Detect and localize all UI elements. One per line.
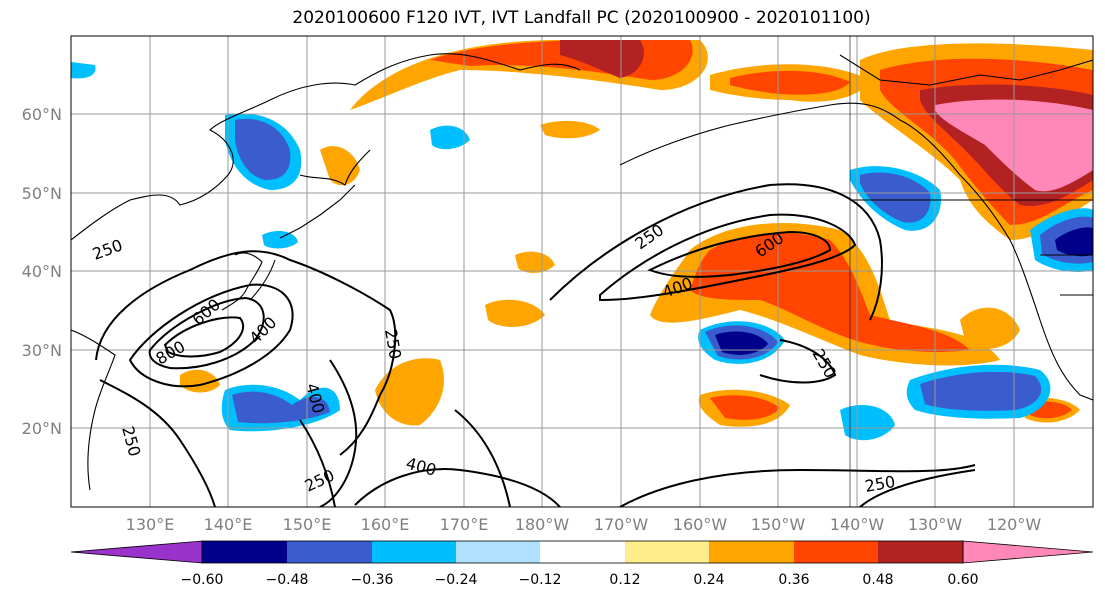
lon-label: 140°E xyxy=(204,515,253,534)
lat-label: 40°N xyxy=(22,262,62,281)
colorbar-segment xyxy=(372,541,456,563)
colorbar-tick-label: −0.24 xyxy=(434,572,478,588)
pc-negative-region xyxy=(860,172,931,223)
colorbar-tick-label: −0.48 xyxy=(265,572,309,588)
lon-label: 140°W xyxy=(830,515,885,534)
pc-negative-region xyxy=(1055,227,1093,257)
pc-positive-region xyxy=(320,146,360,186)
lon-label: 150°E xyxy=(283,515,332,534)
ivt-contour-250 xyxy=(95,250,397,456)
ivt-contours xyxy=(95,183,976,507)
colorbar-segment xyxy=(456,541,540,563)
map-title: 2020100600 F120 IVT, IVT Landfall PC (20… xyxy=(292,8,871,28)
pc-negative-region xyxy=(232,391,330,424)
ivt-contour-250 xyxy=(619,464,976,507)
lon-label: 160°E xyxy=(361,515,410,534)
ivt-contour-250 xyxy=(99,379,216,507)
colorbar-segment xyxy=(794,541,878,563)
colorbar-tick-label: 0.60 xyxy=(947,572,979,588)
ivt-contour-400 xyxy=(299,419,336,507)
pc-negative-region xyxy=(71,62,96,79)
ivt-contour-250 xyxy=(454,409,511,507)
lat-label: 60°N xyxy=(22,105,62,124)
ivt-contour-250 xyxy=(759,339,837,384)
colorbar-segment xyxy=(625,541,709,563)
colorbar-segment xyxy=(878,541,963,563)
colorbar-segment xyxy=(540,541,625,563)
pc-positive-region xyxy=(515,251,555,273)
ivt-contour-600 xyxy=(647,230,832,278)
lon-label: 150°W xyxy=(751,515,806,534)
pc-positive-region xyxy=(730,70,850,95)
plot-frame xyxy=(70,35,1094,508)
pc-positive-region xyxy=(710,395,780,420)
colorbar-tick-label: 0.36 xyxy=(778,572,810,588)
pc-positive-region xyxy=(485,299,545,327)
pc-negative-region xyxy=(840,405,895,441)
ivt-contour-400 xyxy=(599,213,857,302)
colorbar-extend-high xyxy=(962,540,1094,564)
pc-positive-region xyxy=(540,120,600,139)
ivt-contour-250 xyxy=(549,183,883,321)
coastlines xyxy=(71,36,1093,507)
lon-labels: 130°E 140°E 150°E 160°E 170°E 180°W 170°… xyxy=(126,515,1042,534)
pc-negative-region xyxy=(715,331,768,355)
pc-positive-region xyxy=(560,40,644,78)
pc-negative-region xyxy=(235,118,291,180)
pc-negative-region xyxy=(262,230,298,249)
colorbar-tick-label: −0.36 xyxy=(350,572,394,588)
colorbar-tick-label: 0.12 xyxy=(609,572,641,588)
ivt-contour-250 xyxy=(859,469,976,507)
lon-label: 160°W xyxy=(673,515,728,534)
lat-labels: 60°N 50°N 40°N 30°N 20°N xyxy=(22,105,62,438)
colorbar-tick-label: 0.48 xyxy=(862,572,894,588)
colorbar-tick-label: −0.12 xyxy=(518,572,562,588)
colorbar-segment xyxy=(202,541,287,563)
lat-label: 30°N xyxy=(22,341,62,360)
shading-layer xyxy=(71,40,1093,441)
lat-label: 20°N xyxy=(22,419,62,438)
colorbar-tick-label: −0.60 xyxy=(180,572,224,588)
ivt-contour-400 xyxy=(354,468,561,507)
ivt-contour-600 xyxy=(148,296,265,370)
colorbar-extend-low xyxy=(70,540,203,564)
lon-label: 180°W xyxy=(515,515,570,534)
lat-label: 50°N xyxy=(22,184,62,203)
lon-label: 170°W xyxy=(594,515,649,534)
lon-label: 120°W xyxy=(987,515,1042,534)
pc-positive-region xyxy=(960,307,1020,349)
colorbar-tick-label: 0.24 xyxy=(693,572,725,588)
colorbar-segment xyxy=(709,541,794,563)
lon-label: 130°W xyxy=(908,515,963,534)
ivt-contour-400 xyxy=(128,283,294,388)
lon-label: 130°E xyxy=(126,515,175,534)
ivt-contour-800 xyxy=(163,316,245,358)
pc-negative-region xyxy=(430,125,470,150)
pc-positive-region xyxy=(690,233,970,353)
colorbar-segment xyxy=(287,541,372,563)
colorbar xyxy=(70,540,1094,564)
lon-label: 170°E xyxy=(440,515,489,534)
pc-negative-region xyxy=(920,371,1042,411)
pc-positive-region xyxy=(375,358,444,426)
